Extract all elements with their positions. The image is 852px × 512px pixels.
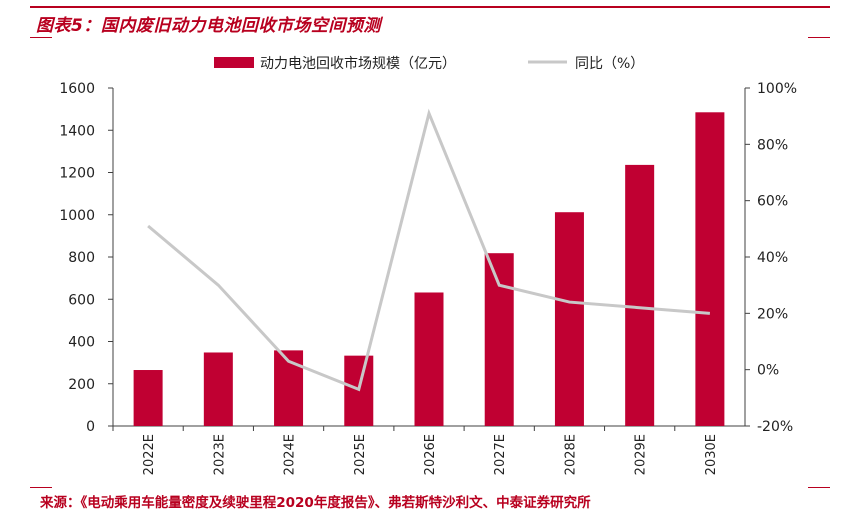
right-axis-tick-label: -20% (757, 419, 793, 435)
bar (484, 253, 514, 426)
left-axis-tick-label: 0 (86, 419, 95, 435)
title-top-rule (30, 6, 830, 8)
right-axis-tick-label: 80% (757, 137, 788, 153)
x-axis-tick-label: 2025E (353, 434, 368, 475)
right-axis-tick-label: 60% (757, 194, 788, 210)
left-axis-tick-label: 200 (68, 377, 95, 393)
figure-title: 图表5：国内废旧动力电池回收市场空间预测 (36, 16, 381, 36)
corner-mark-bottom-left (30, 487, 52, 488)
x-axis-tick-label: 2028E (563, 434, 578, 475)
bar (414, 292, 444, 426)
bar (625, 164, 655, 426)
left-axis-tick-label: 1000 (59, 208, 95, 224)
corner-mark-top-left (30, 37, 52, 38)
bar (695, 112, 725, 426)
corner-mark-top-right (808, 37, 830, 38)
x-axis-tick-label: 2030E (704, 434, 719, 475)
x-axis-tick-label: 2023E (212, 434, 227, 475)
x-axis-tick-label: 2022E (142, 434, 157, 475)
right-axis-tick-label: 100% (757, 81, 797, 97)
source-note: 来源：《电动乘用车能量密度及续驶里程2020年度报告》、弗若斯特沙利文、中泰证券… (40, 495, 591, 511)
left-axis-tick-label: 1400 (59, 123, 95, 139)
x-axis-tick-label: 2027E (493, 434, 508, 475)
bar (133, 370, 163, 426)
x-axis-tick-label: 2026E (423, 434, 438, 475)
left-axis-tick-label: 800 (68, 250, 95, 266)
bar (203, 352, 233, 426)
left-axis-tick-label: 600 (68, 292, 95, 308)
right-axis-tick-label: 0% (757, 363, 779, 379)
left-axis-tick-label: 1600 (59, 81, 95, 97)
corner-mark-bottom-right (808, 487, 830, 488)
legend-bar-label: 动力电池回收市场规模（亿元） (260, 55, 456, 72)
bar (554, 212, 584, 426)
legend-bar-swatch (214, 57, 254, 68)
bar (274, 350, 304, 426)
left-axis-tick-label: 1200 (59, 166, 95, 182)
x-axis-tick-label: 2029E (634, 434, 649, 475)
left-axis-tick-label: 400 (68, 335, 95, 351)
right-axis-tick-label: 20% (757, 306, 788, 322)
legend-line-label: 同比（%） (575, 56, 644, 72)
right-axis-tick-label: 40% (757, 250, 788, 266)
yoy-line (147, 108, 711, 392)
x-axis-tick-label: 2024E (283, 434, 298, 475)
